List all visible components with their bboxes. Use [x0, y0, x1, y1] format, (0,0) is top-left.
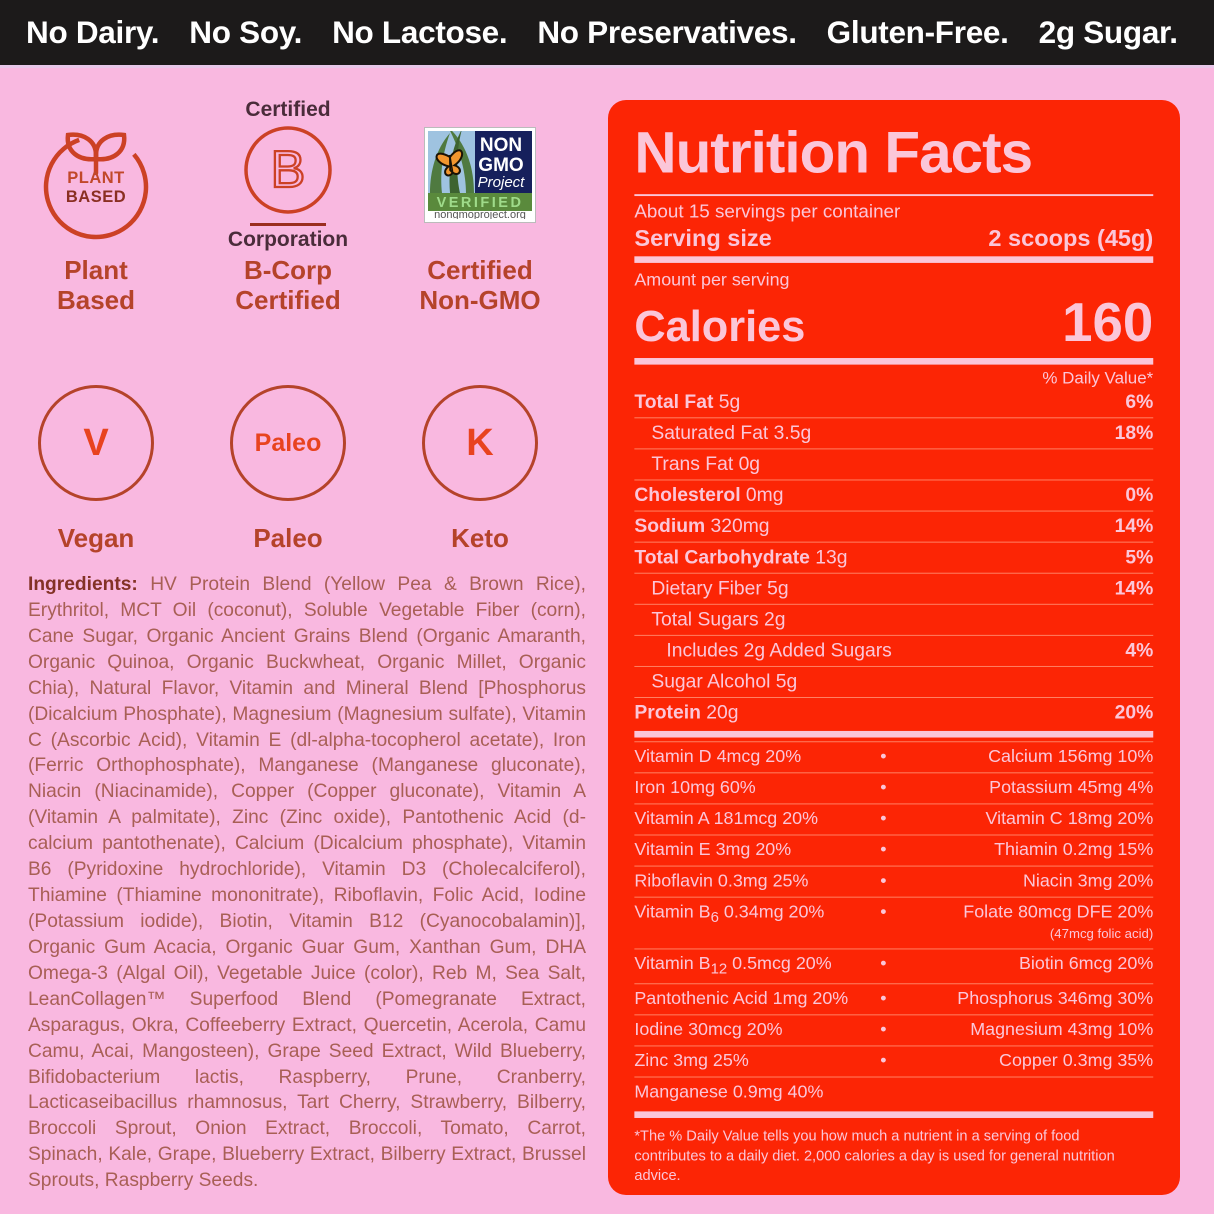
- svg-text:Project: Project: [478, 174, 526, 191]
- svg-text:BASED: BASED: [66, 188, 126, 206]
- svg-text:nongmoproject.org: nongmoproject.org: [434, 209, 526, 219]
- svg-text:PLANT: PLANT: [67, 169, 125, 187]
- svg-text:NON: NON: [480, 135, 522, 156]
- svg-text:GMO: GMO: [478, 155, 523, 176]
- svg-text:B: B: [271, 141, 306, 199]
